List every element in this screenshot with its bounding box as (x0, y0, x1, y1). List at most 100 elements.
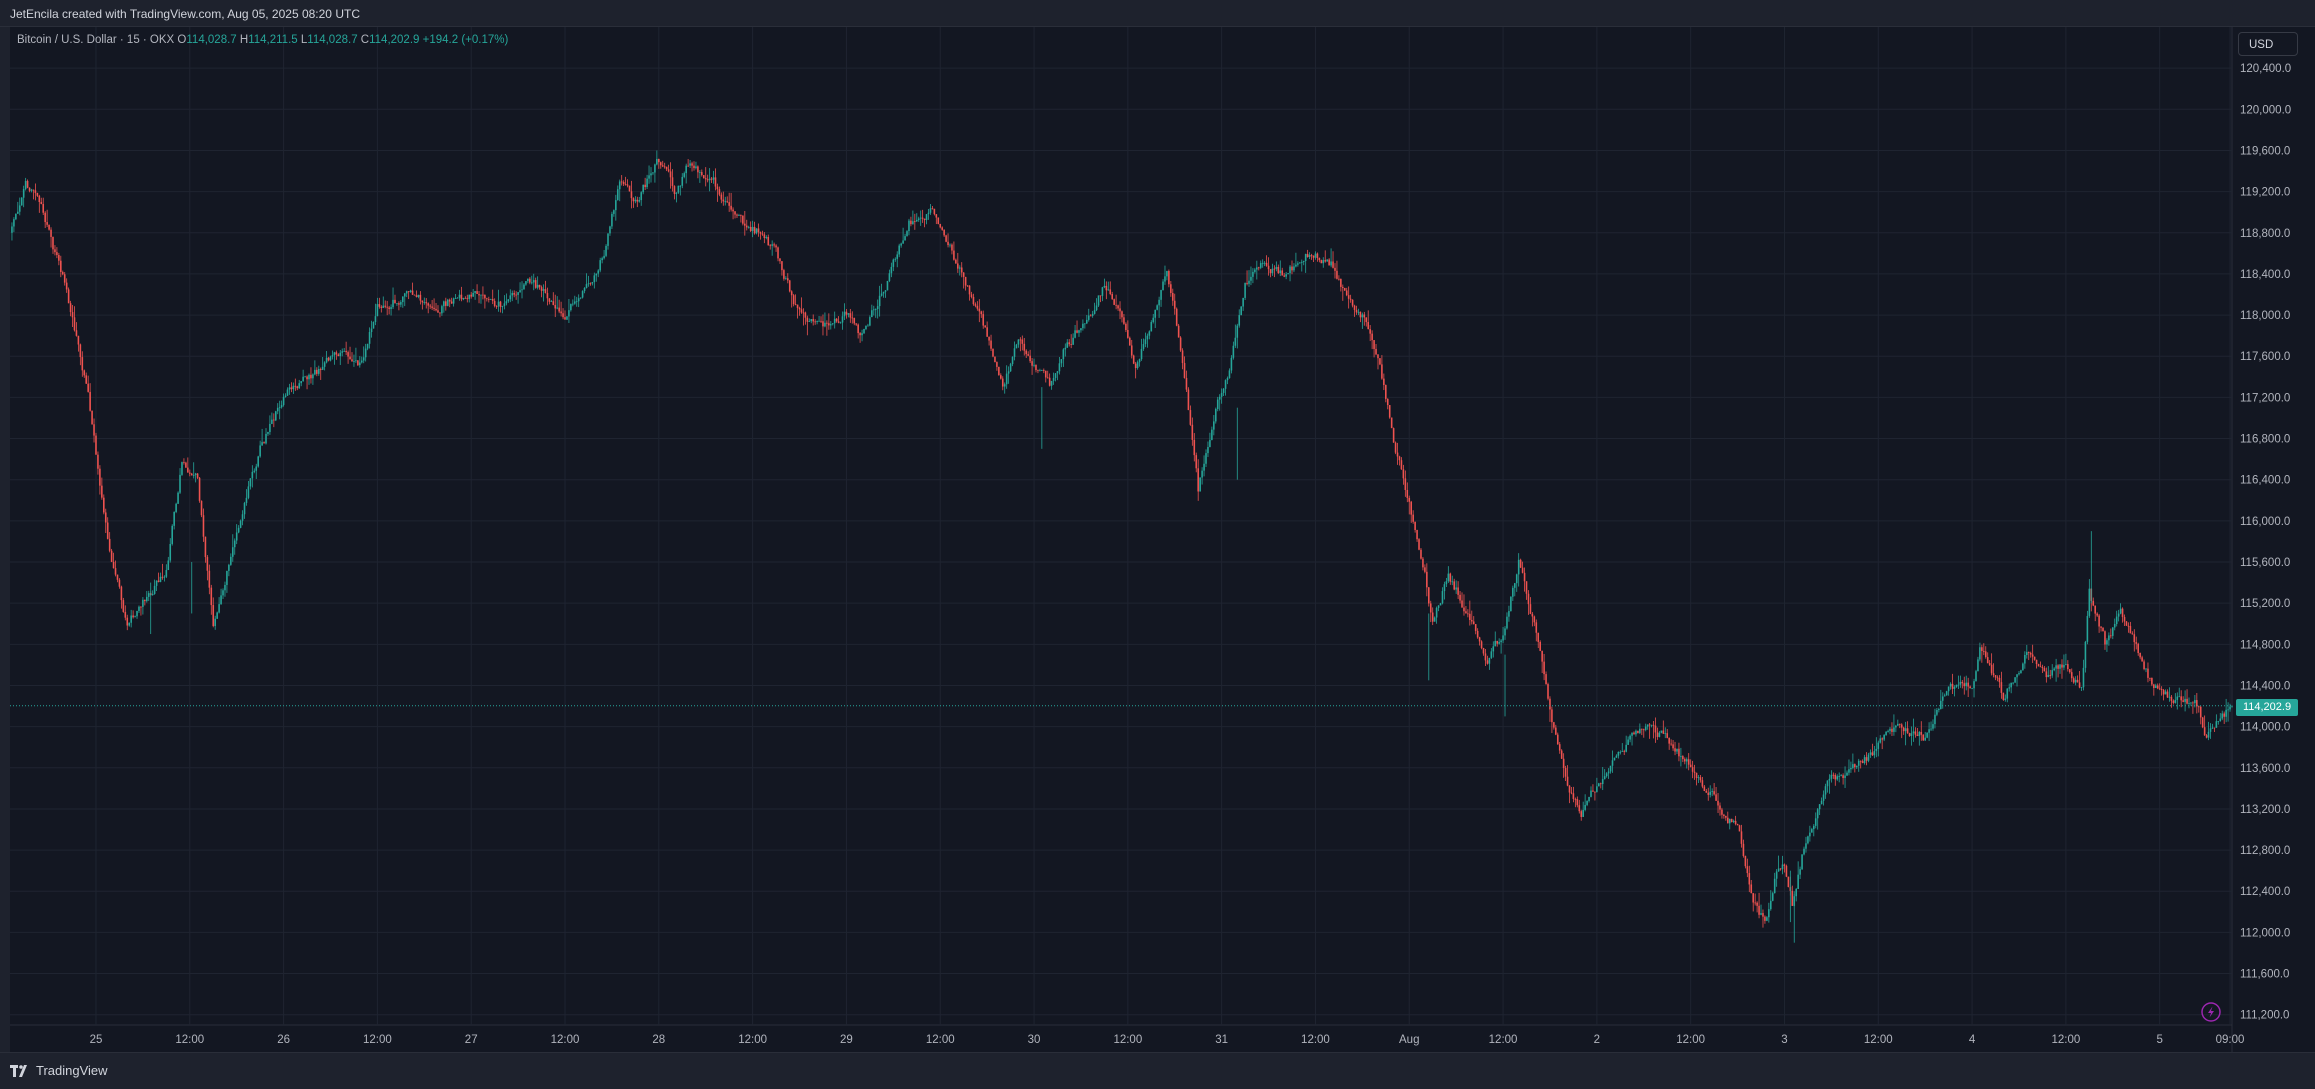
candle[interactable] (896, 251, 899, 268)
candle[interactable] (792, 293, 795, 307)
price-tick-label[interactable]: 113,600.0 (2240, 763, 2290, 775)
candle[interactable] (663, 162, 666, 169)
candle[interactable] (411, 282, 414, 296)
candle[interactable] (1195, 452, 1198, 473)
candle[interactable] (433, 298, 435, 311)
candle[interactable] (1568, 785, 1571, 804)
currency-button[interactable]: USD (2238, 32, 2298, 56)
candle[interactable] (904, 233, 906, 241)
candle[interactable] (1482, 647, 1485, 656)
candle[interactable] (1476, 628, 1479, 639)
candle[interactable] (2020, 669, 2022, 674)
candle[interactable] (1891, 722, 1893, 737)
candle[interactable] (1433, 616, 1436, 622)
candle[interactable] (1087, 308, 1090, 322)
candle[interactable] (1656, 727, 1659, 740)
candle[interactable] (1641, 728, 1643, 736)
candle[interactable] (796, 304, 799, 319)
candle[interactable] (1105, 281, 1108, 300)
candle[interactable] (2135, 636, 2138, 650)
candle[interactable] (1799, 866, 1801, 879)
candle[interactable] (1146, 333, 1149, 348)
candle[interactable] (1437, 605, 1440, 612)
candle[interactable] (1725, 815, 1727, 821)
candle[interactable] (960, 262, 963, 278)
candle[interactable] (206, 555, 209, 581)
candle[interactable] (319, 367, 322, 380)
candle[interactable] (1013, 341, 1016, 361)
price-chart[interactable]: 111,200.0 111,600.0 112,000.0 112,400.0 112,… (0, 27, 2315, 1052)
time-tick-label[interactable]: 12:00 (926, 1034, 955, 1046)
candle[interactable] (759, 231, 762, 240)
candle[interactable] (1252, 268, 1254, 284)
candle[interactable] (745, 219, 748, 231)
candle[interactable] (1441, 587, 1444, 605)
candle[interactable] (689, 159, 691, 169)
candle[interactable] (1969, 685, 1971, 689)
candle[interactable] (142, 597, 144, 615)
candle[interactable] (808, 318, 811, 322)
candle[interactable] (314, 360, 316, 376)
candle[interactable] (824, 312, 826, 328)
candle[interactable] (880, 283, 883, 297)
candle[interactable] (1500, 639, 1502, 654)
candle[interactable] (917, 216, 920, 222)
candle[interactable] (1744, 855, 1747, 869)
candle[interactable] (214, 615, 216, 630)
candle[interactable] (73, 306, 76, 332)
candle[interactable] (1041, 369, 1043, 371)
candle[interactable] (646, 174, 648, 189)
candle[interactable] (1357, 308, 1360, 316)
candle[interactable] (1881, 737, 1883, 750)
time-tick-label[interactable]: 25 (90, 1034, 103, 1046)
candle[interactable] (1957, 675, 1960, 689)
candle[interactable] (1900, 723, 1903, 739)
candle[interactable] (347, 350, 349, 364)
candle[interactable] (1306, 249, 1309, 258)
candle[interactable] (1906, 721, 1909, 734)
candle[interactable] (1609, 765, 1612, 774)
candle[interactable] (1361, 312, 1364, 329)
candle[interactable] (831, 323, 834, 326)
candle[interactable] (1109, 281, 1112, 296)
candle[interactable] (849, 308, 852, 323)
candle[interactable] (1285, 271, 1287, 280)
candle[interactable] (65, 278, 68, 293)
candle[interactable] (841, 311, 844, 330)
candle[interactable] (1512, 585, 1514, 601)
candle[interactable] (579, 297, 582, 300)
candle[interactable] (2121, 607, 2124, 623)
candle[interactable] (1979, 642, 1981, 662)
candle[interactable] (640, 191, 643, 206)
candle[interactable] (1904, 721, 1907, 746)
candle[interactable] (1513, 582, 1516, 597)
candle[interactable] (1967, 677, 1969, 698)
candle[interactable] (1539, 640, 1541, 652)
price-tick-label[interactable]: 112,800.0 (2240, 845, 2290, 857)
candle[interactable] (1588, 796, 1590, 803)
candle[interactable] (560, 301, 562, 317)
candle[interactable] (572, 299, 574, 307)
candle[interactable] (1314, 251, 1317, 260)
candle[interactable] (671, 169, 674, 192)
candle[interactable] (1912, 718, 1915, 742)
candle[interactable] (1664, 727, 1667, 739)
candle[interactable] (52, 236, 54, 254)
time-tick-label[interactable]: 12:00 (2051, 1034, 2080, 1046)
candle[interactable] (751, 220, 754, 238)
candle[interactable] (1027, 351, 1029, 357)
candle[interactable] (2141, 655, 2143, 662)
candle[interactable] (1717, 793, 1719, 813)
candle[interactable] (1242, 297, 1244, 311)
candle[interactable] (738, 213, 740, 217)
candle[interactable] (1486, 655, 1489, 665)
candle[interactable] (1410, 500, 1413, 523)
candle[interactable] (972, 293, 975, 306)
candle[interactable] (235, 524, 238, 545)
candle[interactable] (337, 353, 340, 357)
candle[interactable] (1322, 257, 1325, 268)
candle[interactable] (1168, 269, 1170, 288)
candle[interactable] (1627, 736, 1629, 746)
candle[interactable] (659, 161, 662, 169)
candle[interactable] (585, 273, 588, 289)
